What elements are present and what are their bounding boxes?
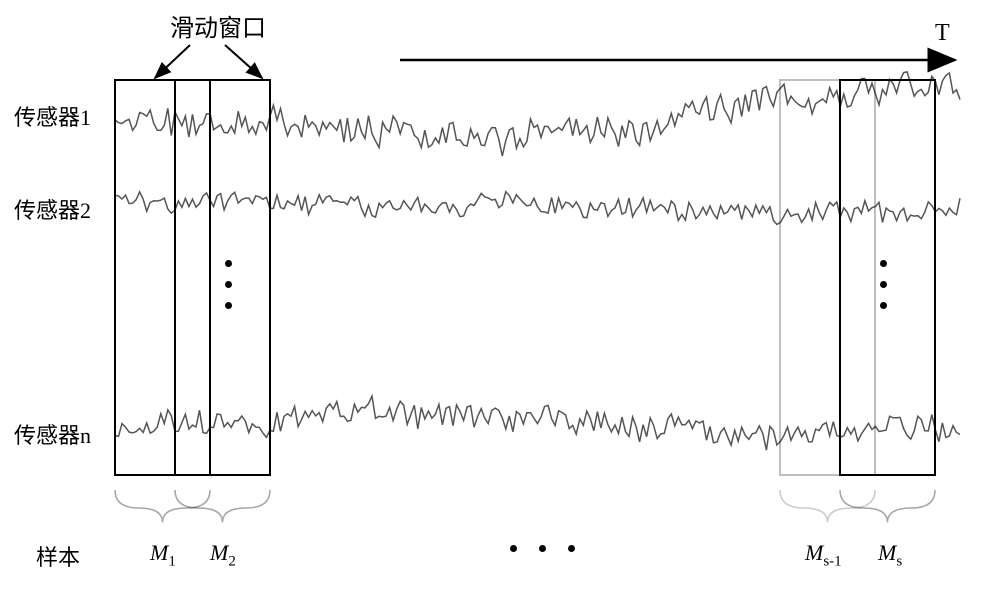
window-m1 [115, 80, 210, 475]
figure-svg [0, 0, 1000, 598]
brace-m1 [115, 490, 210, 522]
sensor-2-signal [115, 192, 960, 225]
sensor-n-signal [115, 396, 960, 450]
window-m2 [175, 80, 270, 475]
window-ms [840, 80, 935, 475]
brace-m2 [175, 490, 270, 522]
sliding-arrow-right [225, 45, 262, 78]
window-ms-1 [780, 80, 875, 475]
brace-ms-1 [780, 490, 875, 522]
sliding-arrow-left [155, 45, 190, 78]
sensor-1-signal [115, 72, 960, 156]
brace-ms [840, 490, 935, 522]
